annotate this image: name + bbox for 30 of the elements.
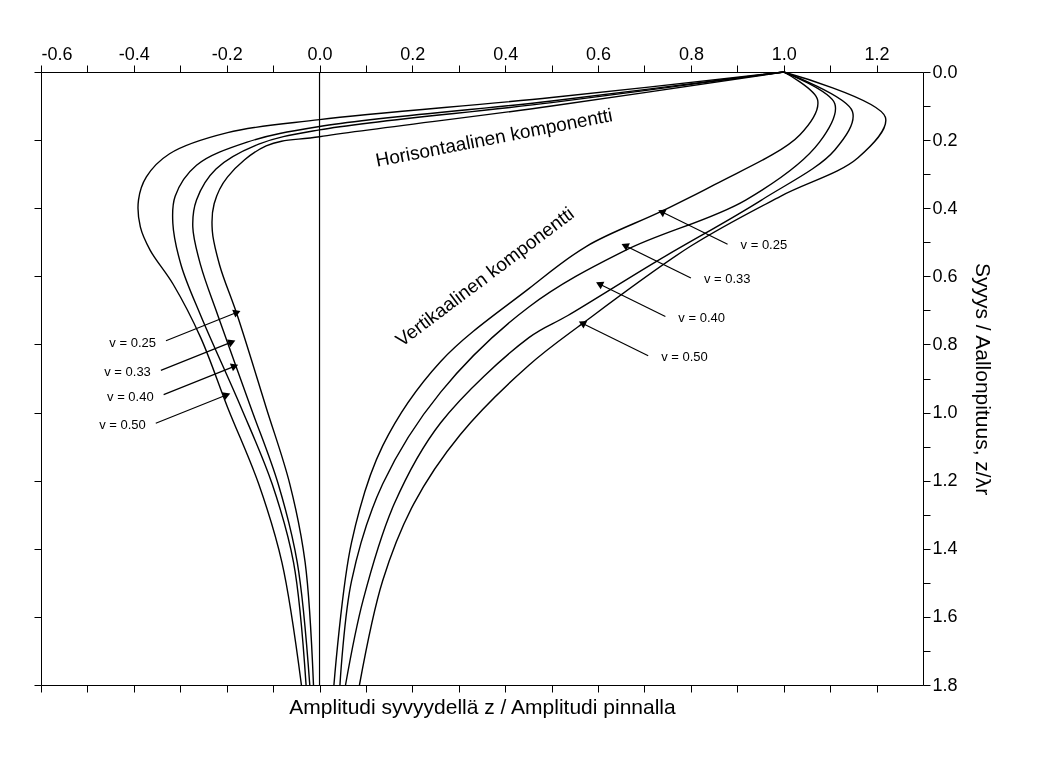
y-tick-label: 1.0 — [932, 402, 958, 423]
y-tick-label: 1.8 — [932, 674, 958, 695]
x-tick-label: 0.0 — [307, 43, 333, 64]
annotation: v = 0.33 — [104, 364, 151, 380]
x-tick-label: 0.6 — [586, 43, 612, 64]
x-tick-label: -0.4 — [118, 43, 150, 64]
y-tick-label: 0.6 — [932, 265, 958, 286]
y-axis-title: Syyys / Aallonpituus, z/λr — [971, 262, 995, 496]
annotation: v = 0.40 — [678, 309, 725, 325]
x-tick-label: -0.2 — [211, 43, 243, 64]
x-tick-label: -0.6 — [41, 43, 73, 64]
x-tick-label: 0.8 — [678, 43, 704, 64]
annotation: v = 0.25 — [740, 237, 788, 253]
x-tick-label: 0.2 — [400, 43, 426, 64]
x-tick-label: 0.4 — [493, 43, 519, 64]
y-tick-label: 0.8 — [932, 333, 958, 354]
annotation: v = 0.33 — [703, 271, 751, 287]
x-axis-title: Amplitudi syvyydellä z / Amplitudi pinnalla — [289, 695, 676, 718]
y-tick-label: 1.6 — [932, 606, 958, 627]
y-tick-label: 0.4 — [932, 197, 958, 218]
annotation: v = 0.25 — [109, 334, 156, 350]
annotation: v = 0.50 — [661, 348, 708, 364]
y-tick-label: 1.4 — [932, 538, 958, 559]
x-tick-label: 1.2 — [864, 43, 890, 64]
annotation: v = 0.50 — [99, 417, 146, 433]
y-tick-label: 0.0 — [932, 61, 958, 82]
y-tick-label: 1.2 — [932, 470, 958, 491]
annotation: v = 0.40 — [107, 388, 154, 404]
x-tick-label: 1.0 — [771, 43, 797, 64]
y-tick-label: 0.2 — [932, 129, 958, 150]
